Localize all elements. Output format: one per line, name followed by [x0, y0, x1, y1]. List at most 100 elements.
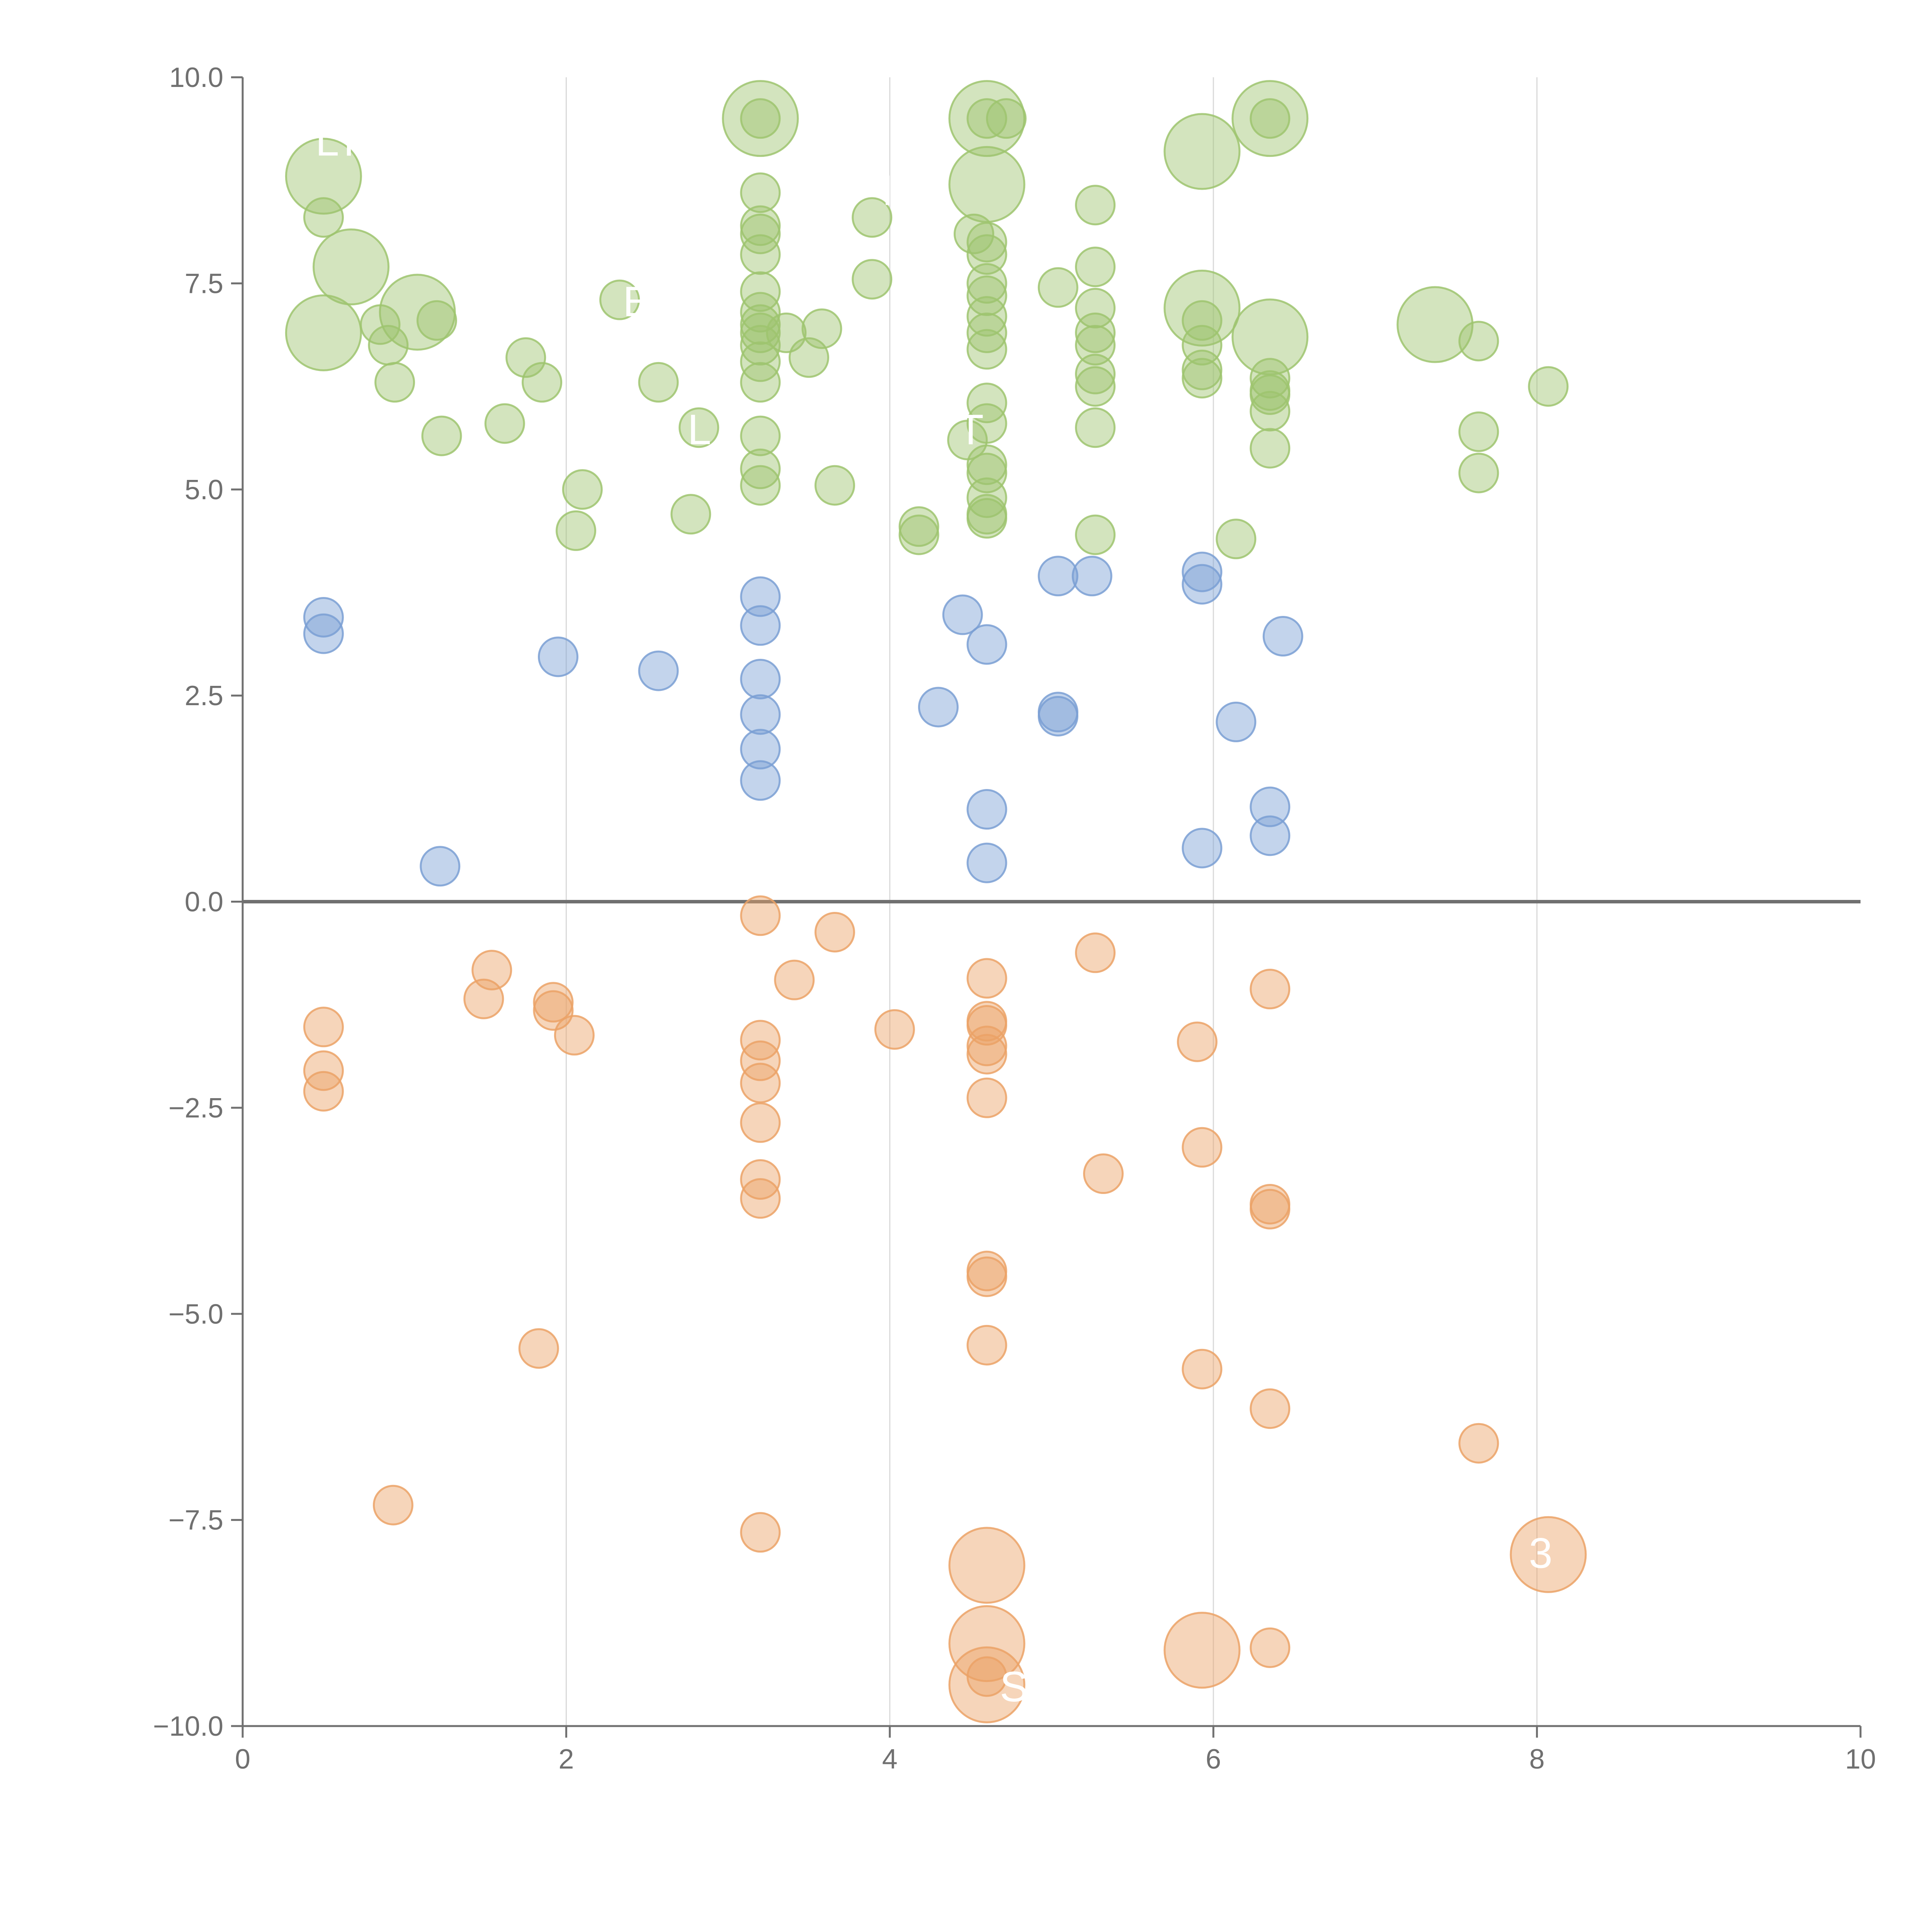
- data-point-low: [518, 1328, 559, 1369]
- data-point-high: [966, 452, 1007, 493]
- data-point-high: [1458, 411, 1499, 452]
- data-point-high: [285, 138, 362, 215]
- data-point-high: [722, 80, 799, 157]
- data-point-middle: [420, 846, 461, 887]
- data-point-high: [505, 337, 546, 378]
- y-tick-label: 0.0: [185, 887, 223, 918]
- data-point-middle: [303, 597, 344, 638]
- data-point-middle: [1037, 556, 1078, 597]
- data-point-low: [554, 1015, 595, 1056]
- data-point-middle: [1182, 828, 1223, 869]
- data-point-low: [1075, 932, 1116, 973]
- data-point-high: [740, 362, 781, 403]
- data-point-high: [966, 444, 1007, 485]
- x-tick-label: 6: [1206, 1744, 1221, 1775]
- data-point-high: [1075, 247, 1116, 287]
- data-point-high: [852, 259, 893, 300]
- data-point-high: [1075, 514, 1116, 555]
- data-point-low: [533, 982, 574, 1023]
- data-point-middle: [1182, 551, 1223, 592]
- data-point-middle: [1182, 564, 1223, 605]
- data-point-high: [679, 407, 719, 448]
- data-point-high: [562, 469, 603, 510]
- data-point-low: [966, 1256, 1007, 1297]
- data-point-high: [966, 312, 1007, 353]
- data-point-high: [1528, 366, 1569, 407]
- data-point-low: [740, 1040, 781, 1081]
- data-point-low: [966, 1005, 1007, 1046]
- data-points: [285, 80, 1587, 1723]
- data-point-high: [740, 465, 781, 506]
- data-point-middle: [942, 594, 983, 635]
- data-point-high: [966, 383, 1007, 423]
- data-point-middle: [966, 624, 1007, 665]
- data-point-middle: [740, 658, 781, 699]
- data-point-low: [1510, 1516, 1587, 1593]
- point-annotation: T: [898, 381, 924, 429]
- data-point-high: [421, 415, 462, 456]
- data-point-high: [740, 325, 781, 366]
- data-point-middle: [1262, 616, 1303, 657]
- data-point-high: [954, 213, 995, 254]
- data-point-middle: [1071, 556, 1112, 597]
- data-point-high: [1396, 286, 1474, 363]
- data-point-high: [1216, 519, 1257, 560]
- data-point-low: [1458, 1423, 1499, 1464]
- data-point-high: [740, 172, 781, 213]
- y-tick-label: −10.0: [153, 1711, 223, 1742]
- data-point-high: [801, 308, 842, 349]
- data-point-low: [372, 1485, 413, 1526]
- data-point-low: [740, 1102, 781, 1143]
- data-point-high: [522, 362, 563, 403]
- point-annotation: T: [958, 406, 984, 453]
- y-tick-label: 7.5: [185, 268, 223, 299]
- data-point-high: [966, 234, 1007, 275]
- data-point-high: [852, 197, 893, 238]
- data-point-high: [1075, 312, 1116, 353]
- y-tick-label: −2.5: [168, 1093, 223, 1124]
- data-point-high: [986, 98, 1027, 139]
- x-tick-label: 8: [1529, 1744, 1545, 1775]
- data-point-low: [1250, 969, 1291, 1010]
- data-point-high: [1250, 391, 1291, 432]
- point-annotation: I: [882, 167, 894, 214]
- data-point-high: [484, 403, 525, 444]
- data-point-high: [814, 465, 855, 506]
- data-point-high: [1037, 267, 1078, 308]
- data-point-middle: [918, 687, 959, 728]
- data-point-high: [966, 403, 1007, 444]
- data-point-middle: [966, 789, 1007, 830]
- data-point-high: [740, 213, 781, 254]
- data-point-high: [740, 304, 781, 345]
- data-point-high: [303, 197, 344, 238]
- data-point-low: [740, 1178, 781, 1219]
- data-point-low: [966, 1077, 1007, 1118]
- data-point-high: [1075, 185, 1116, 226]
- data-point-high: [1075, 366, 1116, 407]
- y-tick-label: 10.0: [169, 62, 223, 93]
- data-point-high: [1250, 98, 1291, 139]
- data-point-high: [966, 329, 1007, 370]
- data-point-middle: [740, 729, 781, 770]
- data-point-middle: [638, 650, 679, 691]
- data-point-high: [740, 448, 781, 489]
- data-point-high: [740, 234, 781, 275]
- data-point-low: [966, 1656, 1007, 1697]
- data-point-low: [1182, 1127, 1223, 1168]
- data-point-high: [898, 506, 939, 547]
- data-point-low: [966, 1325, 1007, 1366]
- data-point-low: [1083, 1153, 1124, 1194]
- data-point-low: [303, 1007, 344, 1048]
- data-point-high: [1075, 354, 1116, 395]
- data-point-low: [1250, 1627, 1291, 1668]
- data-point-low: [740, 1020, 781, 1061]
- data-point-high: [1250, 374, 1291, 415]
- point-annotations: LTC E L I TT 3 S: [315, 117, 1552, 1711]
- data-point-high: [1075, 407, 1116, 448]
- data-point-low: [1177, 1021, 1218, 1062]
- data-point-low: [774, 959, 815, 1000]
- x-tick-label: 0: [235, 1744, 250, 1775]
- data-point-high: [740, 415, 781, 456]
- data-point-low: [966, 1034, 1007, 1075]
